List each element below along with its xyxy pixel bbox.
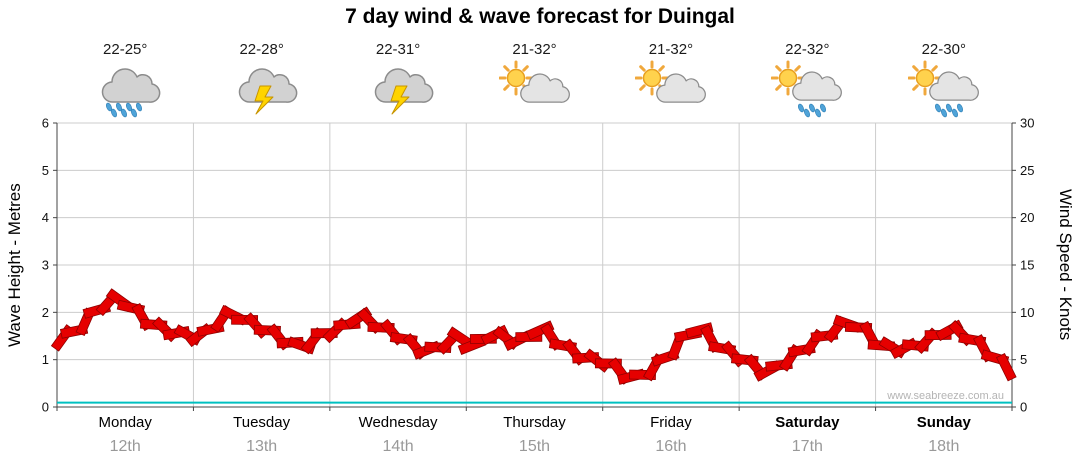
- day-name-label: Sunday: [916, 414, 971, 431]
- right-tick-label: 25: [1020, 163, 1034, 178]
- left-axis-label: Wave Height - Metres: [5, 183, 24, 347]
- day-name-label: Saturday: [775, 414, 840, 431]
- temperature-range: 21-32°: [648, 41, 694, 58]
- left-tick-label: 1: [42, 352, 49, 367]
- day-date-label: 15th: [518, 438, 551, 455]
- temperature-range: 22-30°: [921, 41, 966, 58]
- weather-icons-row: [0, 56, 1080, 120]
- day-date-label: 12th: [109, 438, 141, 455]
- temperature-range: 22-32°: [785, 41, 830, 58]
- day-date-label: 14th: [382, 438, 414, 455]
- left-tick-label: 3: [42, 258, 49, 273]
- weather-icon-sun-cloud-rain: [770, 56, 843, 118]
- weather-icon-storm: [226, 56, 298, 118]
- left-tick-label: 2: [42, 305, 49, 320]
- day-name-label: Monday: [98, 414, 152, 431]
- temperature-range: 22-28°: [239, 41, 284, 58]
- temperature-range: 22-25°: [103, 41, 148, 58]
- day-date-label: 13th: [246, 438, 278, 455]
- day-name-label: Wednesday: [358, 414, 438, 431]
- right-tick-label: 15: [1020, 258, 1034, 273]
- wind-barb: [995, 353, 1017, 382]
- temperature-range: 21-32°: [512, 41, 557, 58]
- right-tick-label: 0: [1020, 400, 1027, 415]
- weather-icon-rain: [89, 56, 161, 118]
- day-date-label: 18th: [928, 438, 960, 455]
- day-date-label: 17th: [791, 438, 823, 455]
- temperature-row: 22-25° 22-28° 22-31° 21-32° 21-32° 22-32° 22-3…: [0, 41, 1080, 61]
- day-date-label: 16th: [655, 438, 687, 455]
- right-axis-label: Wind Speed - Knots: [1056, 189, 1075, 341]
- page-title: 7 day wind & wave forecast for Duingal: [345, 5, 735, 28]
- weather-icon-storm: [362, 56, 434, 118]
- right-tick-label: 20: [1020, 210, 1034, 225]
- day-dates-row: 12th 13th 14th 15th 16th 17th 18th: [0, 438, 1080, 460]
- weather-icon-sun-cloud-rain: [907, 56, 980, 118]
- day-names-row: Monday Tuesday Wednesday Thursday Friday Satu…: [0, 414, 1080, 434]
- wind-barbs: [50, 288, 1017, 385]
- right-tick-label: 30: [1020, 116, 1034, 131]
- weather-icon-sun-cloud: [498, 56, 571, 118]
- right-tick-label: 5: [1020, 352, 1027, 367]
- day-name-label: Thursday: [503, 414, 566, 431]
- day-name-label: Friday: [650, 414, 692, 431]
- right-tick-label: 10: [1020, 305, 1034, 320]
- day-name-label: Tuesday: [233, 414, 291, 431]
- left-tick-label: 6: [42, 116, 49, 131]
- left-tick-label: 0: [42, 400, 49, 415]
- watermark: www.seabreeze.com.au: [886, 390, 1004, 402]
- left-tick-label: 5: [42, 163, 49, 178]
- weather-icon-sun-cloud: [634, 56, 707, 118]
- left-tick-label: 4: [42, 210, 49, 225]
- temperature-range: 22-31°: [375, 41, 421, 58]
